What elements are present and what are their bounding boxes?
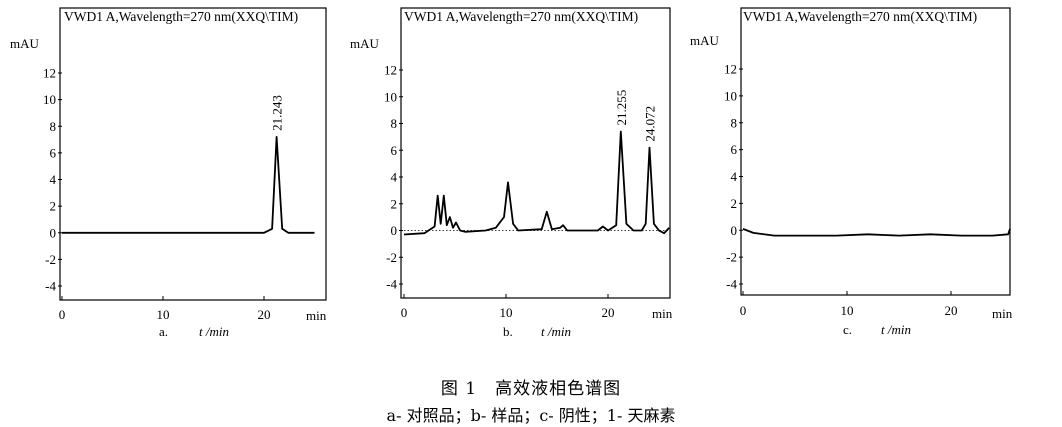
chart-b-y-tick-label: 6 bbox=[391, 143, 398, 158]
chart-a-y-tick-label: 6 bbox=[50, 145, 57, 160]
figure-title: 图 1 高效液相色谱图 bbox=[440, 379, 622, 399]
chart-c-y-tick-label: 12 bbox=[724, 62, 737, 77]
chart-b-y-tick-label: 0 bbox=[391, 223, 398, 238]
chart-c-y-tick-label: 2 bbox=[731, 196, 738, 211]
chart-a-xlabel: t /min bbox=[199, 324, 229, 339]
chart-a-y-tick-label: 8 bbox=[50, 119, 57, 134]
chart-c-y-tick-label: 8 bbox=[731, 115, 738, 130]
chart-a-title: VWD1 A,Wavelength=270 nm(XXQ\TIM) bbox=[64, 9, 298, 24]
chart-c-y-tick-label: 0 bbox=[731, 223, 738, 238]
chart-a-panel-label: a. bbox=[159, 324, 168, 339]
chart-b-trace bbox=[403, 130, 670, 236]
chart-b-y-tick-label: -4 bbox=[386, 277, 397, 292]
chart-b-xlabel: t /min bbox=[541, 324, 571, 339]
chart-a-ylabel: mAU bbox=[10, 36, 40, 51]
chart-panel-c: VWD1 A,Wavelength=270 nm(XXQ\TIM) mAU c.… bbox=[690, 7, 1013, 337]
chart-c-trace bbox=[742, 228, 1011, 237]
chart-panel-b: VWD1 A,Wavelength=270 nm(XXQ\TIM) mAU b.… bbox=[350, 7, 673, 339]
chart-b-y-tick-label: 10 bbox=[384, 89, 397, 104]
chart-c-frame bbox=[740, 7, 1011, 296]
chart-c-y-tick-label: -4 bbox=[726, 277, 737, 292]
chart-c-x-unit: min bbox=[992, 306, 1013, 321]
chart-a-y-tick-label: 10 bbox=[43, 92, 56, 107]
chart-b-frame bbox=[400, 7, 671, 299]
chart-b-ylabel: mAU bbox=[350, 36, 380, 51]
chart-b-x-tick-label: 20 bbox=[602, 305, 615, 320]
chart-a-y-tick-label: 0 bbox=[50, 225, 57, 240]
chart-b-y-tick-label: -2 bbox=[386, 250, 397, 265]
chart-panel-a: VWD1 A,Wavelength=270 nm(XXQ\TIM) mAU a.… bbox=[10, 7, 327, 339]
chart-c-x-tick-label: 10 bbox=[841, 303, 854, 318]
chart-b-y-tick-label: 8 bbox=[391, 116, 398, 131]
chart-c-y-tick-label: 6 bbox=[731, 142, 738, 157]
chart-b-title: VWD1 A,Wavelength=270 nm(XXQ\TIM) bbox=[404, 9, 638, 24]
chart-a-x-tick-label: 10 bbox=[157, 307, 170, 322]
chart-a-y-tick-label: -2 bbox=[45, 252, 56, 267]
chart-b-panel-label: b. bbox=[503, 324, 513, 339]
chart-a-y-tick-label: 12 bbox=[43, 66, 56, 81]
chart-b-y-tick-label: 4 bbox=[391, 170, 398, 185]
chart-b-x-tick-label: 0 bbox=[401, 305, 408, 320]
chart-c-x-tick-label: 0 bbox=[740, 303, 747, 318]
chart-a-frame bbox=[59, 7, 327, 301]
chart-a-peak-label: 21.243 bbox=[270, 95, 285, 131]
chart-c-xlabel: t /min bbox=[881, 322, 911, 337]
chart-c-x-tick-label: 20 bbox=[945, 303, 958, 318]
chart-c-title: VWD1 A,Wavelength=270 nm(XXQ\TIM) bbox=[743, 9, 977, 24]
chart-a-x-tick-label: 20 bbox=[258, 307, 271, 322]
chart-a-y-tick-label: 4 bbox=[50, 172, 57, 187]
chart-c-y-tick-label: -2 bbox=[726, 250, 737, 265]
chart-b-peak-label: 24.072 bbox=[643, 106, 658, 142]
chart-a-trace bbox=[62, 135, 315, 234]
chart-a-y-tick-label: 2 bbox=[50, 199, 57, 214]
chart-a-x-unit: min bbox=[306, 308, 327, 323]
chart-c-y-tick-label: 10 bbox=[724, 88, 737, 103]
chart-b-y-tick-label: 2 bbox=[391, 196, 398, 211]
chart-a-x-tick-label: 0 bbox=[59, 307, 66, 322]
figure-legend: a- 对照品；b- 样品；c- 阴性；1- 天麻素 bbox=[386, 406, 676, 425]
chart-b-x-unit: min bbox=[652, 306, 673, 321]
chart-b-x-tick-label: 10 bbox=[500, 305, 513, 320]
chart-b-y-tick-label: 12 bbox=[384, 63, 397, 78]
chart-c-ylabel: mAU bbox=[690, 33, 720, 48]
chart-c-panel-label: c. bbox=[843, 322, 852, 337]
chart-c-y-tick-label: 4 bbox=[731, 169, 738, 184]
chart-b-peak-label: 21.255 bbox=[614, 90, 629, 126]
chart-a-y-tick-label: -4 bbox=[45, 279, 56, 294]
